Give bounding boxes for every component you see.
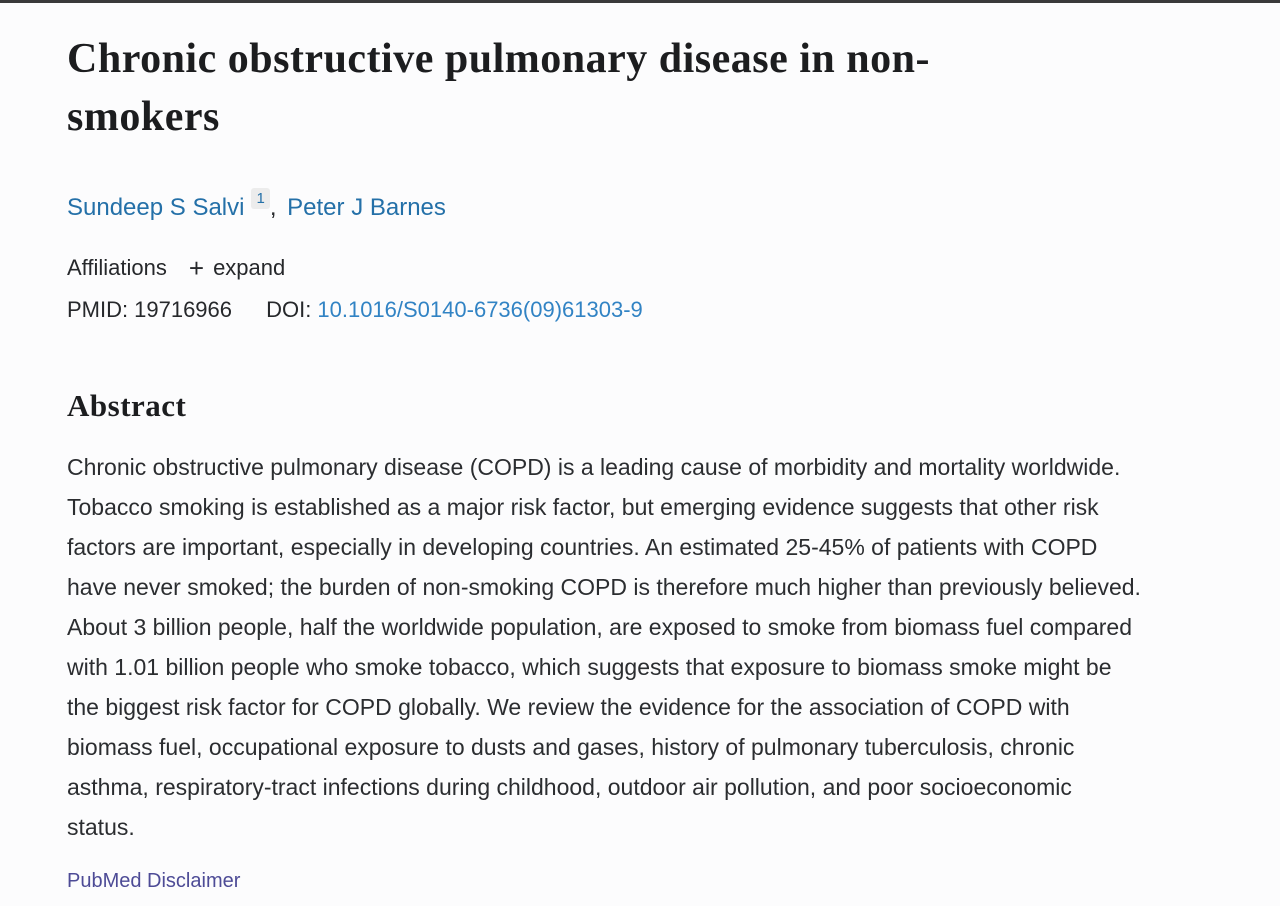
author-link-sundeep-s-salvi[interactable]: Sundeep S Salvi <box>67 194 245 221</box>
affiliations-row: Affiliations + expand <box>67 255 1247 281</box>
pmid-label: PMID: <box>67 297 129 322</box>
expand-label: expand <box>213 255 286 280</box>
abstract-heading: Abstract <box>67 388 187 423</box>
author-link-peter-j-barnes[interactable]: Peter J Barnes <box>287 194 446 221</box>
affiliations-label: Affiliations <box>67 255 167 280</box>
window-top-edge <box>0 0 1280 3</box>
abstract-text: Chronic obstructive pulmonary disease (C… <box>67 454 1141 840</box>
plus-icon: + <box>188 253 205 283</box>
doi-label: DOI: <box>266 297 312 322</box>
identifiers-row: PMID: 19716966 DOI: 10.1016/S0140-6736(09)… <box>67 297 1247 323</box>
doi-group: DOI: 10.1016/S0140-6736(09)61303-9 <box>266 297 643 322</box>
affiliations-expand-button[interactable]: + expand <box>189 255 285 281</box>
article-page: Chronic obstructive pulmonary disease in… <box>0 3 1280 893</box>
author-separator: , <box>269 194 284 221</box>
pmid-value: 19716966 <box>134 297 233 322</box>
page-title: Chronic obstructive pulmonary disease in… <box>67 36 930 140</box>
affiliation-marker-badge[interactable]: 1 <box>251 188 270 209</box>
disclaimer-row: PubMed Disclaimer <box>67 869 1247 893</box>
doi-link[interactable]: 10.1016/S0140-6736(09)61303-9 <box>317 297 643 322</box>
pubmed-disclaimer-link[interactable]: PubMed Disclaimer <box>67 870 241 892</box>
authors-list: Sundeep S Salvi 1, Peter J Barnes <box>67 188 1247 223</box>
